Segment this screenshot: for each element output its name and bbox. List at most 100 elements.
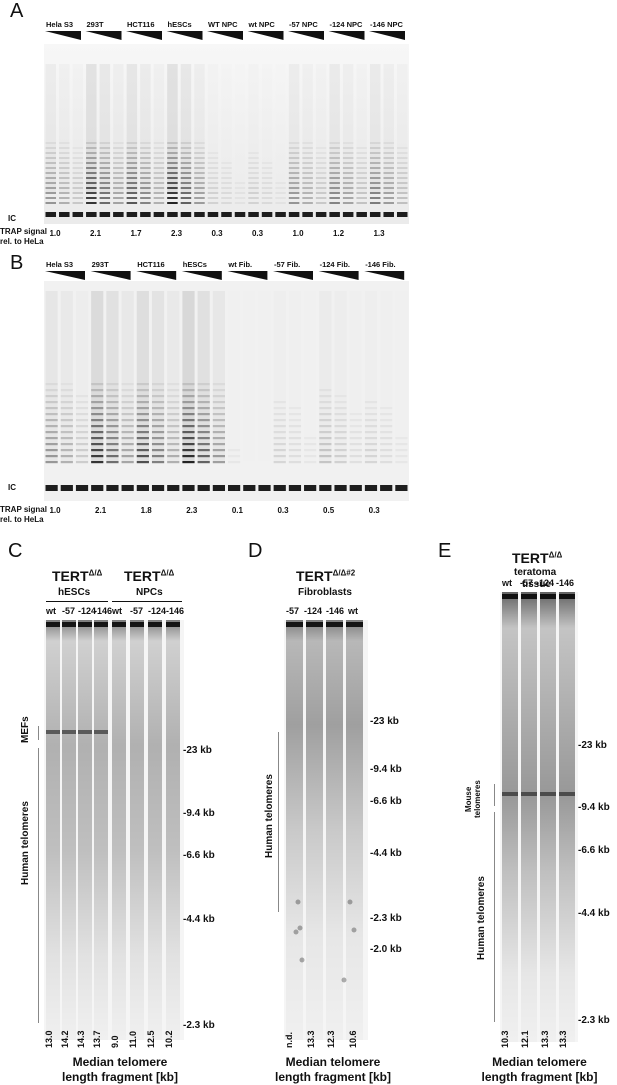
panel-a-lane-label: wt NPC	[248, 20, 275, 29]
panel-b-wedge	[364, 271, 405, 280]
panel-d-marker: -2.3 kb	[370, 913, 402, 924]
panel-c-marker: -9.4 kb	[183, 808, 215, 819]
panel-c-lane-label: wt	[46, 606, 56, 616]
panel-b-lane-label: hESCs	[182, 260, 207, 269]
panel-b-lane-label: -124 Fib.	[319, 260, 351, 269]
panel-c-median: 13.7	[92, 1030, 102, 1048]
panel-d-caption: Median telomere length fragment [kb]	[275, 1055, 391, 1084]
panel-e-telomeres-label: Human telomeres	[476, 876, 487, 960]
panel-b-value: 0.3	[368, 506, 380, 515]
panel-c-subtitle-1: hESCs	[58, 587, 91, 598]
panel-d-subtitle: Fibroblasts	[298, 587, 352, 598]
panel-e-mouse-label-1: Mouse	[464, 786, 473, 812]
panel-d-lane-label: -146	[326, 606, 345, 616]
panel-c-caption: Median telomere length fragment [kb]	[62, 1055, 178, 1084]
panel-b-wedge	[273, 271, 313, 280]
panel-a-lane-label: -124 NPC	[329, 20, 363, 29]
panel-a-lane-label: HCT116	[127, 20, 155, 29]
panel-e-lane-label: -124	[536, 578, 555, 588]
panel-c-median: 14.2	[60, 1030, 70, 1048]
panel-b-gel	[44, 281, 409, 501]
panel-c-subtitle-2: NPCs	[136, 587, 163, 598]
panel-c-lane-label: wt	[112, 606, 122, 616]
panel-e-mouse-line	[494, 784, 495, 806]
panel-d-marker: -2.0 kb	[370, 944, 402, 955]
panel-a-gel	[44, 44, 409, 224]
panel-c-lane-label: -124	[78, 606, 97, 616]
panel-a-lane-label: WT NPC	[208, 20, 238, 29]
panel-a-value: 1.0	[292, 229, 304, 238]
panel-a-wedge	[207, 31, 243, 40]
panel-e-title: TERTΔ/Δ	[512, 550, 563, 566]
panel-a-value: 1.2	[332, 229, 345, 238]
panel-d-letter: D	[248, 540, 263, 562]
panel-d-title: TERTΔ/Δ#2	[296, 568, 356, 584]
panel-d-median: 12.3	[326, 1030, 336, 1048]
panel-b-letter: B	[10, 252, 24, 274]
panel-e-lane-label: -57	[520, 578, 534, 588]
panel-b-wedge	[90, 271, 131, 280]
panel-a-wedge	[247, 31, 284, 40]
panel-d-median: 13.3	[306, 1030, 316, 1048]
panel-c-median: 13.0	[44, 1030, 54, 1048]
panel-a-value: 2.1	[89, 229, 102, 238]
panel-b-lane-label: -146 Fib.	[365, 260, 396, 269]
panel-d-lane-label: wt	[348, 606, 358, 616]
panel-a-value: 0.3	[251, 229, 264, 238]
panel-a-value: 0.3	[211, 229, 223, 238]
panel-c-median: 9.0	[110, 1035, 120, 1048]
panel-e-marker: -23 kb	[578, 740, 607, 751]
panel-b-value: 2.1	[95, 506, 107, 515]
panel-b-trap-label-2: rel. to HeLa	[0, 515, 44, 524]
panel-e-marker: -4.4 kb	[578, 908, 610, 919]
panel-b-value: 0.3	[277, 506, 289, 515]
panel-b-wedge	[227, 271, 268, 280]
panel-c-marker: -2.3 kb	[183, 1020, 215, 1031]
panel-c-median: 14.3	[76, 1030, 86, 1048]
panel-e-median: 13.3	[540, 1030, 550, 1048]
panel-a-trap-label-1: TRAP signal	[0, 227, 47, 236]
panel-c-title-2: TERTΔ/Δ	[124, 568, 175, 584]
panel-c-marker: -23 kb	[183, 745, 212, 756]
panel-b-wedge	[136, 271, 177, 280]
panel-a-wedge	[369, 31, 405, 40]
panel-e-lane-label: wt	[502, 578, 512, 588]
panel-c-bracket-1	[46, 601, 108, 602]
panel-d-median: n.d.	[284, 1032, 294, 1048]
panel-e-marker: -6.6 kb	[578, 845, 610, 856]
panel-a-wedge	[328, 31, 365, 40]
panel-c-gel	[44, 620, 184, 1040]
panel-d-median: 10.6	[348, 1030, 358, 1048]
panel-c-letter: C	[8, 540, 23, 562]
panel-d-gel	[284, 620, 368, 1040]
panel-a-wedge	[288, 31, 324, 40]
panel-c-marker: -6.6 kb	[183, 850, 215, 861]
panel-e-mouse-label-2: telomeres	[473, 780, 482, 818]
panel-b-wedges	[45, 271, 405, 280]
panel-c-median: 10.2	[164, 1030, 174, 1048]
panel-c-median: 11.0	[128, 1030, 138, 1048]
panel-b-value: 1.8	[140, 506, 152, 515]
panel-d-lane-label: -57	[286, 606, 300, 616]
panel-a-lane-label: hESCs	[167, 20, 192, 29]
panel-c-telomeres-line	[38, 748, 39, 1023]
panel-c-lane-label: -57	[62, 606, 76, 616]
panel-b-value: 0.5	[323, 506, 335, 515]
panel-a-value: 1.3	[373, 229, 385, 238]
panel-b-value: 2.3	[186, 506, 198, 515]
panel-a-value: 2.3	[170, 229, 183, 238]
panel-c-median: 12.5	[146, 1030, 156, 1048]
panel-b-lane-label: -57 Fib.	[274, 260, 301, 269]
panel-e-marker: -2.3 kb	[578, 1015, 610, 1026]
panel-b-trap-label-1: TRAP signal	[0, 505, 47, 514]
panel-c-bracket-2	[112, 601, 182, 602]
panel-e-median: 10.3	[500, 1030, 510, 1048]
panel-d-telomeres-line	[278, 732, 279, 912]
panel-b-wedge	[318, 271, 359, 280]
panel-d-lane-label: -124	[304, 606, 323, 616]
panel-a-trap-label-2: rel. to HeLa	[0, 237, 44, 246]
panel-d-marker: -6.6 kb	[370, 796, 402, 807]
panel-a-lane-label: -57 NPC	[289, 20, 318, 29]
panel-c-lane-label: -124	[148, 606, 167, 616]
panel-a-lane-label: -146 NPC	[370, 20, 403, 29]
